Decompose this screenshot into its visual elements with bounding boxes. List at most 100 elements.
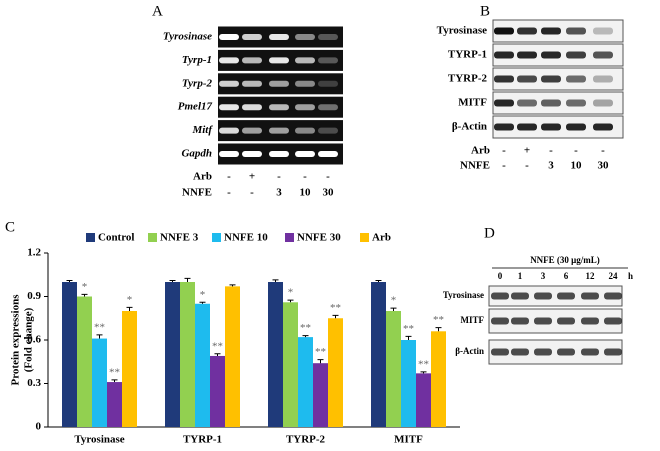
row-label: Tyrosinase [163, 31, 212, 43]
x-tick-label: TYRP-1 [183, 434, 222, 446]
lane-label: 0 [498, 271, 503, 281]
gel-band [557, 292, 575, 300]
gel-band [269, 34, 289, 40]
panel-label: D [484, 225, 495, 241]
x-tick-label: MITF [394, 434, 423, 446]
gel-band [593, 123, 613, 131]
treatment-value: - [250, 187, 254, 199]
significance-label: ** [94, 321, 105, 333]
error-bar [332, 314, 339, 319]
gel-band [593, 99, 613, 107]
treatment-value: - [502, 160, 506, 172]
error-bar [66, 280, 73, 282]
gel-band [494, 99, 514, 107]
significance-label: ** [315, 346, 326, 358]
gel-band [566, 123, 586, 131]
bar [77, 296, 92, 427]
y-tick-label: 0.9 [27, 290, 41, 302]
gel-band [517, 99, 537, 107]
error-bar [302, 335, 309, 338]
treatment-value: 30 [323, 187, 335, 199]
significance-label: * [200, 289, 206, 301]
treatment-value: 30 [598, 160, 610, 172]
row-label: TYRP-1 [448, 49, 487, 61]
significance-label: ** [109, 366, 120, 378]
treatment-value: 3 [548, 160, 554, 172]
gel-band [295, 104, 315, 111]
bar [431, 331, 446, 427]
treatment-value: - [574, 145, 578, 157]
lane-label: 1 [518, 271, 523, 281]
gel-band [566, 27, 586, 35]
y-tick-label: 0 [36, 421, 42, 433]
significance-label: ** [300, 322, 311, 334]
gel-band [242, 57, 262, 64]
treatment-value: - [326, 171, 330, 183]
treatment-value: 10 [300, 187, 312, 199]
gel-band [604, 292, 622, 300]
legend-swatch [148, 233, 157, 242]
significance-label: * [127, 294, 133, 306]
legend-swatch [212, 233, 221, 242]
error-bar [435, 327, 442, 332]
gel-band [517, 51, 537, 59]
y-tick-label: 1.2 [27, 247, 41, 259]
lane-label: 24 [609, 271, 619, 281]
treatment-value: - [227, 187, 231, 199]
bar [107, 382, 122, 427]
error-bar [375, 280, 382, 282]
significance-label: ** [212, 340, 223, 352]
gel-band [219, 151, 239, 157]
gel-band [604, 317, 622, 325]
bar [371, 282, 386, 427]
legend-swatch [360, 233, 369, 242]
gel-band [269, 151, 289, 157]
gel-band [318, 127, 338, 134]
gel-band [242, 127, 262, 134]
legend-label: Control [98, 232, 134, 244]
error-bar [420, 371, 427, 374]
gel-band [219, 80, 239, 87]
treatment-label: NNFE [460, 160, 490, 172]
error-bar [405, 335, 412, 340]
bar [92, 338, 107, 427]
panel-label: C [5, 219, 15, 235]
lane-label: 12 [586, 271, 596, 281]
legend-label: NNFE 3 [160, 232, 199, 244]
error-bar [81, 293, 88, 297]
significance-label: * [288, 287, 294, 299]
gel-band [242, 34, 262, 40]
row-label: TYRP-2 [448, 73, 488, 85]
gel-band [593, 75, 613, 83]
row-label: Tyrosinase [443, 290, 484, 300]
gel-band [541, 123, 561, 131]
gel-band [491, 317, 509, 325]
error-bar [214, 353, 221, 356]
gel-band [494, 51, 514, 59]
gel-band [566, 51, 586, 59]
gel-band [318, 151, 338, 157]
gel-band [534, 317, 552, 325]
row-label: β-Actin [452, 121, 487, 133]
error-bar [199, 301, 206, 304]
y-axis-label: Protein expressions [10, 294, 22, 386]
bar [210, 355, 225, 427]
error-bar [229, 284, 236, 287]
gel-band [593, 51, 613, 59]
gel-band [295, 80, 315, 87]
gel-band [517, 27, 537, 35]
gel-band [295, 57, 315, 64]
gel-band [566, 99, 586, 107]
legend-swatch [285, 233, 294, 242]
x-tick-label: TYRP-2 [286, 434, 326, 446]
gel-band [491, 292, 509, 300]
row-label: Pmel17 [178, 101, 213, 113]
bar [313, 363, 328, 427]
gel-band [604, 348, 622, 356]
treatment-value: - [303, 171, 307, 183]
row-label: β-Actin [455, 346, 484, 356]
legend-label: NNFE 30 [297, 232, 341, 244]
bar [165, 282, 180, 427]
gel-band [494, 123, 514, 131]
